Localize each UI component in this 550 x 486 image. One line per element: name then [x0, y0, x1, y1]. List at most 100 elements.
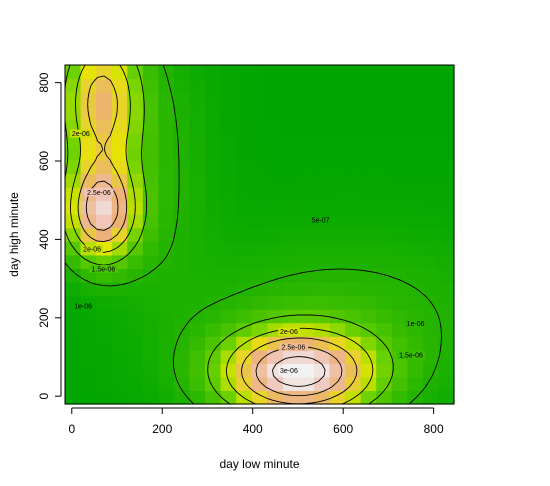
heat-cell [360, 254, 377, 269]
heat-cell [407, 146, 424, 161]
x-axis: 0 200 400 600 800 [68, 407, 444, 436]
heat-cell [282, 254, 299, 269]
heat-cell [438, 159, 455, 175]
heat-cell [407, 173, 424, 188]
heat-cell [407, 295, 424, 310]
heat-cell [329, 281, 346, 297]
heat-cell [345, 105, 362, 120]
heat-cell [391, 254, 408, 269]
heat-cell [391, 119, 408, 134]
heat-cell [438, 309, 455, 324]
heat-cell [407, 376, 424, 392]
heat-cell [127, 390, 144, 405]
heat-cell [376, 322, 393, 337]
heat-cell [173, 376, 191, 392]
heat-cell [329, 200, 346, 215]
heat-cell [422, 200, 440, 215]
heat-cell [329, 119, 346, 134]
heat-cell [236, 119, 253, 134]
heat-cell [407, 200, 424, 215]
heat-cell [189, 132, 206, 147]
heat-cell [127, 65, 144, 80]
heat-cell [329, 309, 346, 324]
heat-cell [313, 336, 331, 351]
heat-cell [329, 132, 346, 147]
heat-cell [142, 173, 159, 188]
heat-cell [282, 281, 299, 297]
contour-label-bg [278, 327, 300, 336]
heat-cell [142, 119, 159, 134]
heat-cell [127, 146, 144, 161]
heat-cell [360, 200, 377, 215]
heat-cell [391, 65, 408, 80]
heat-cell [391, 227, 408, 242]
heat-cell [236, 200, 253, 215]
heat-cell [173, 227, 191, 242]
heat-cell [376, 146, 393, 161]
heat-cell [282, 200, 299, 215]
heat-cell [96, 336, 113, 351]
heat-cell [282, 187, 299, 202]
heat-cell [376, 173, 393, 188]
heat-cell [391, 322, 408, 337]
heat-cell [422, 187, 440, 202]
heat-cell [360, 159, 377, 175]
heat-cell [220, 281, 237, 297]
heat-cell [80, 281, 97, 297]
heat-cell [173, 268, 191, 283]
heat-cell [189, 241, 206, 256]
heat-cell [313, 92, 331, 107]
heat-cell [173, 187, 191, 202]
heat-cell [236, 132, 253, 147]
heat-cell [422, 254, 440, 269]
heat-cell [65, 268, 82, 283]
heat-cell [173, 119, 191, 134]
heat-cell [111, 65, 128, 80]
heat-cell [407, 254, 424, 269]
heat-cell [96, 309, 113, 324]
heat-cell [111, 78, 128, 93]
heat-cell [407, 363, 424, 378]
heatmap-cells [65, 65, 455, 405]
contour-label: 2.5e-06 [282, 345, 306, 352]
heat-cell [80, 146, 97, 161]
heat-cell [142, 349, 159, 364]
heat-cell [251, 363, 268, 378]
heat-cell [65, 214, 82, 229]
heat-cell [345, 281, 362, 297]
heat-cell [391, 173, 408, 188]
contour-label: 1.5e-06 [399, 353, 423, 360]
heat-cell [96, 295, 113, 310]
contour-label: 5e-07 [312, 217, 330, 224]
heat-cell [236, 363, 253, 378]
heat-cell [313, 78, 331, 93]
heat-cell [267, 390, 284, 405]
heat-cell [96, 92, 113, 107]
heat-cell [267, 200, 284, 215]
heat-cell [422, 78, 440, 93]
heat-cell [205, 65, 222, 80]
heat-cell [96, 119, 113, 134]
heat-cell [158, 336, 175, 351]
heat-cell [329, 105, 346, 120]
heat-cell [236, 241, 253, 256]
heat-cell [205, 390, 222, 405]
heat-cell [96, 390, 113, 405]
heat-cell [391, 146, 408, 161]
heat-cell [205, 227, 222, 242]
heat-cell [220, 268, 237, 283]
heat-cell [111, 187, 128, 202]
heat-cell [422, 65, 440, 80]
heat-cell [251, 187, 268, 202]
heat-cell [251, 390, 268, 405]
heat-cell [282, 132, 299, 147]
heat-cell [236, 105, 253, 120]
heat-cell [142, 376, 159, 392]
heat-cell [376, 268, 393, 283]
heat-cell [267, 65, 284, 80]
heat-cell [189, 214, 206, 229]
heat-cell [422, 119, 440, 134]
heat-cell [96, 78, 113, 93]
heat-cell [127, 336, 144, 351]
heat-cell [267, 92, 284, 107]
